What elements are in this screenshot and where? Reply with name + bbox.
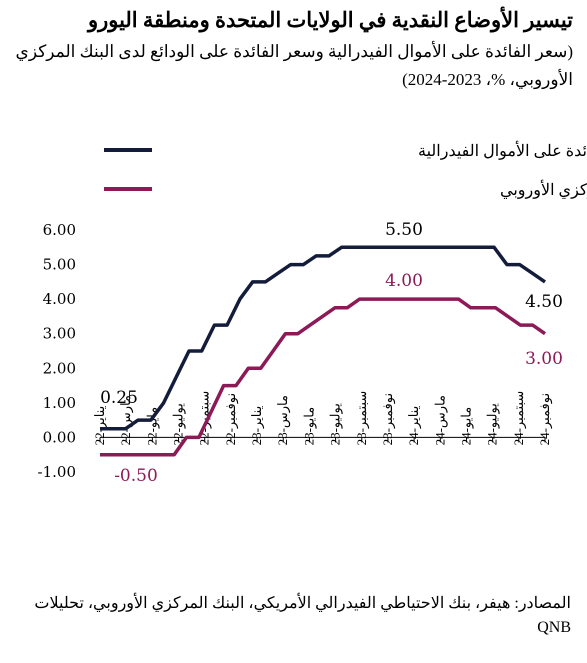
series-line-ecb	[100, 297, 546, 457]
x-tick-label: يوليو-22	[171, 403, 187, 446]
y-tick-label: 3.00	[43, 325, 76, 343]
legend: سعر الفائدة على الأموال الفيدرالية سعر ا…	[104, 141, 587, 199]
y-tick-label: 0.00	[43, 428, 76, 446]
x-tick-label: يناير-23	[249, 405, 265, 445]
x-tick-label: نوفمبر-24	[537, 393, 553, 446]
y-tick-label: 4.00	[43, 290, 76, 308]
x-tick-label: نوفمبر-22	[223, 393, 239, 446]
x-tick-label: مارس-22	[118, 395, 134, 445]
legend-label-fed: سعر الفائدة على الأموال الفيدرالية	[418, 141, 587, 160]
x-tick-label: يناير-22	[92, 405, 108, 445]
x-tick-label: مارس-23	[275, 395, 291, 445]
x-tick-label: يوليو-24	[485, 403, 501, 446]
x-tick-label: مايو-24	[458, 407, 474, 446]
source-note: المصادر: هيفر، بنك الاحتياطي الفيدرالي ا…	[34, 595, 571, 636]
x-tick-label: يوليو-23	[328, 403, 344, 446]
x-tick-label: مارس-24	[432, 395, 448, 445]
data-labels: 0.25 -0.50 5.50 4.00 4.50 3.00	[100, 220, 563, 486]
data-label: 3.00	[525, 349, 563, 369]
x-tick-label: سبتمبر-24	[511, 391, 527, 446]
x-tick-label: نوفمبر-23	[380, 393, 396, 446]
x-axis: يناير-22مارس-22مايو-22يوليو-22سبتمبر-22ن…	[92, 391, 553, 446]
x-tick-label: سبتمبر-23	[354, 391, 370, 446]
y-tick-label: 2.00	[43, 359, 76, 377]
series-line-fed	[100, 245, 546, 431]
y-tick-label: 1.00	[43, 394, 76, 412]
y-tick-label: 5.00	[43, 256, 76, 274]
y-tick-label: -1.00	[38, 463, 76, 481]
x-tick-label: مايو-23	[301, 407, 317, 446]
x-tick-label: يناير-24	[406, 405, 422, 445]
data-label: 4.50	[525, 292, 563, 312]
line-chart: سعر الفائدة على الأموال الفيدرالية سعر ا…	[38, 141, 587, 486]
data-label: 4.00	[385, 271, 423, 291]
chart-title: تيسير الأوضاع النقدية في الولايات المتحد…	[87, 8, 573, 32]
series-layer	[100, 245, 546, 457]
y-axis: 6.00 5.00 4.00 3.00 2.00 1.00 0.00 -1.00	[38, 221, 76, 481]
data-label: -0.50	[114, 466, 158, 486]
chart-subtitle: (سعر الفائدة على الأموال الفيدرالية وسعر…	[15, 42, 573, 89]
x-tick-label: مايو-22	[144, 407, 160, 446]
data-label: 5.50	[385, 220, 423, 240]
legend-label-ecb: سعر الفائدة على الودائع لدى المركزي الأو…	[500, 180, 587, 199]
y-tick-label: 6.00	[43, 221, 76, 239]
data-label: 0.25	[100, 388, 138, 408]
